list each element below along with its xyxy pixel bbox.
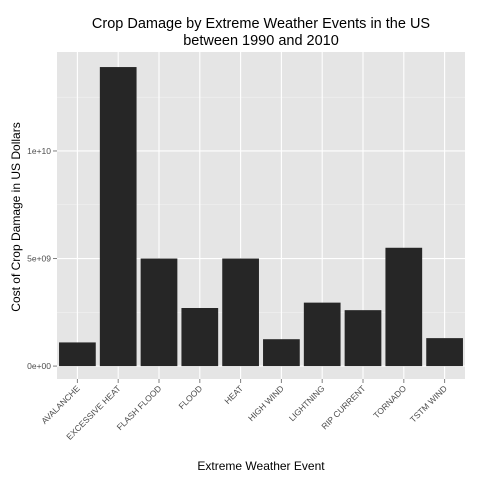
x-tick-label: HEAT [222, 383, 245, 406]
y-axis: 0e+00 5e+09 1e+10 [27, 146, 57, 371]
bar [303, 302, 341, 367]
y-axis-title: Cost of Crop Damage in US Dollars [9, 122, 23, 311]
x-axis-title: Extreme Weather Event [197, 459, 325, 473]
x-tick-label: AVALANCHE [39, 383, 82, 426]
bar [385, 247, 423, 367]
x-tick-label: TORNADO [371, 383, 408, 420]
x-tick-label: HIGH WIND [246, 383, 286, 423]
chart-title-line-2: between 1990 and 2010 [183, 33, 339, 49]
bar [222, 258, 259, 367]
y-tick-label: 0e+00 [27, 361, 51, 371]
x-tick-label: FLOOD [176, 383, 204, 411]
bar [181, 308, 219, 367]
bar [263, 339, 300, 367]
y-tick-label: 1e+10 [27, 146, 51, 156]
x-tick-label: LIGHTNING [287, 383, 327, 423]
bar [344, 310, 382, 367]
bar [426, 338, 463, 367]
bar [59, 342, 96, 367]
y-tick-label: 5e+09 [27, 254, 51, 264]
chart-title-line-1: Crop Damage by Extreme Weather Events in… [92, 16, 430, 32]
x-tick-label: RIP CURRENT [319, 383, 367, 431]
bars [59, 67, 463, 367]
bar [99, 67, 137, 367]
bar [140, 258, 178, 367]
x-tick-label: TSTM WIND [408, 383, 449, 424]
